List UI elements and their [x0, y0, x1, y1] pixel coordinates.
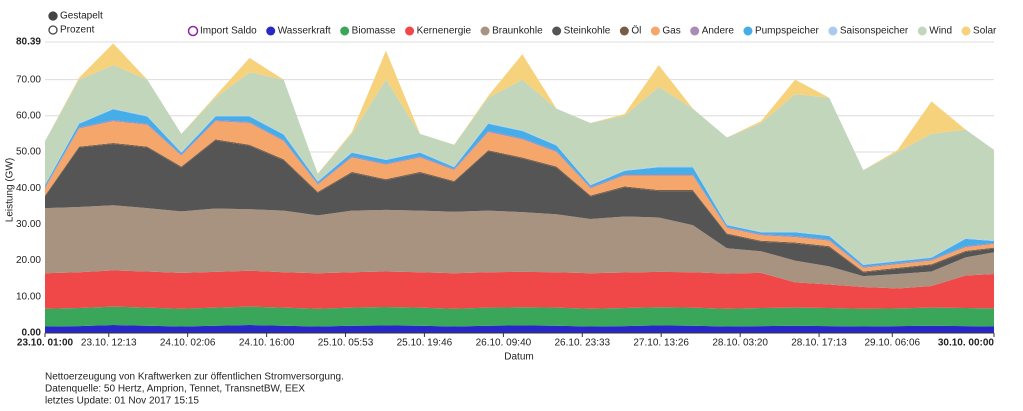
legend-marker[interactable] — [552, 26, 562, 36]
footnote: letztes Update: 01 Nov 2017 15:15 — [45, 396, 199, 407]
legend-label[interactable]: Pumpspeicher — [755, 26, 820, 37]
area — [45, 43, 994, 174]
legend-label[interactable]: Import Saldo — [200, 26, 257, 37]
legend-label[interactable]: Kernenergie — [417, 26, 472, 37]
legend-marker[interactable] — [480, 26, 490, 36]
x-tick-label: 26.10. 23:33 — [554, 338, 610, 349]
footnote: Datenquelle: 50 Hertz, Amprion, Tennet, … — [45, 384, 305, 395]
legend-label[interactable]: Wind — [929, 26, 952, 37]
legend-label[interactable]: Solar — [973, 26, 997, 37]
area — [45, 325, 994, 333]
x-tick-label: 25.10. 05:53 — [318, 338, 374, 349]
y-tick-label: 70.00 — [16, 74, 41, 85]
radio-label[interactable]: Prozent — [60, 25, 95, 36]
legend-marker[interactable] — [828, 26, 838, 36]
area — [45, 306, 994, 327]
area — [45, 205, 994, 289]
y-tick-label: 0.00 — [22, 328, 42, 339]
radio-label[interactable]: Gestapelt — [60, 11, 103, 22]
y-tick-label: 80.39 — [16, 37, 41, 48]
y-tick-label: 40.00 — [16, 183, 41, 194]
x-tick-label: 28.10. 03:20 — [712, 338, 768, 349]
area — [45, 270, 994, 309]
y-tick-label: 10.00 — [16, 291, 41, 302]
legend-marker[interactable] — [743, 26, 753, 36]
radio-button[interactable] — [48, 25, 58, 35]
legend-marker[interactable] — [405, 26, 415, 36]
area — [45, 65, 994, 265]
x-tick-label: 24.10. 16:00 — [239, 338, 295, 349]
y-tick-label: 50.00 — [16, 147, 41, 158]
footnote: Nettoerzeugung von Kraftwerken zur öffen… — [45, 372, 344, 383]
x-tick-label: 26.10. 09:40 — [476, 338, 532, 349]
legend-marker[interactable] — [690, 26, 700, 36]
legend-label[interactable]: Gas — [662, 26, 680, 37]
x-tick-label: 23.10. 12:13 — [81, 338, 137, 349]
legend-label[interactable]: Saisonspeicher — [840, 26, 909, 37]
area — [45, 140, 994, 277]
x-tick-label: 23.10. 01:00 — [17, 338, 74, 349]
x-tick-label: 29.10. 06:06 — [864, 338, 920, 349]
x-axis-label: Datum — [504, 352, 533, 363]
legend-label[interactable]: Biomasse — [352, 26, 396, 37]
radio-button[interactable] — [48, 11, 58, 21]
legend-marker[interactable] — [917, 26, 927, 36]
legend-label[interactable]: Steinkohle — [564, 26, 611, 37]
y-tick-label: 30.00 — [16, 219, 41, 230]
legend-marker[interactable] — [340, 26, 350, 36]
x-tick-label: 27.10. 13:26 — [633, 338, 689, 349]
y-tick-label: 20.00 — [16, 255, 41, 266]
legend-marker[interactable] — [650, 26, 660, 36]
legend-marker[interactable] — [187, 25, 199, 37]
legend-marker[interactable] — [961, 26, 971, 36]
legend-label[interactable]: Andere — [702, 26, 735, 37]
legend-marker[interactable] — [619, 26, 629, 36]
x-tick-label: 28.10. 17:13 — [791, 338, 847, 349]
legend-marker[interactable] — [266, 26, 276, 36]
area — [45, 121, 994, 272]
x-tick-label: 24.10. 02:06 — [160, 338, 216, 349]
x-tick-label: 30.10. 00:00 — [938, 338, 995, 349]
x-tick-label: 25.10. 19:46 — [397, 338, 453, 349]
y-axis-label: Leistung (GW) — [5, 158, 16, 222]
y-tick-label: 60.00 — [16, 110, 41, 121]
legend-label[interactable]: Wasserkraft — [278, 26, 331, 37]
legend-label[interactable]: Öl — [631, 25, 641, 37]
legend-label[interactable]: Braunkohle — [492, 26, 543, 37]
